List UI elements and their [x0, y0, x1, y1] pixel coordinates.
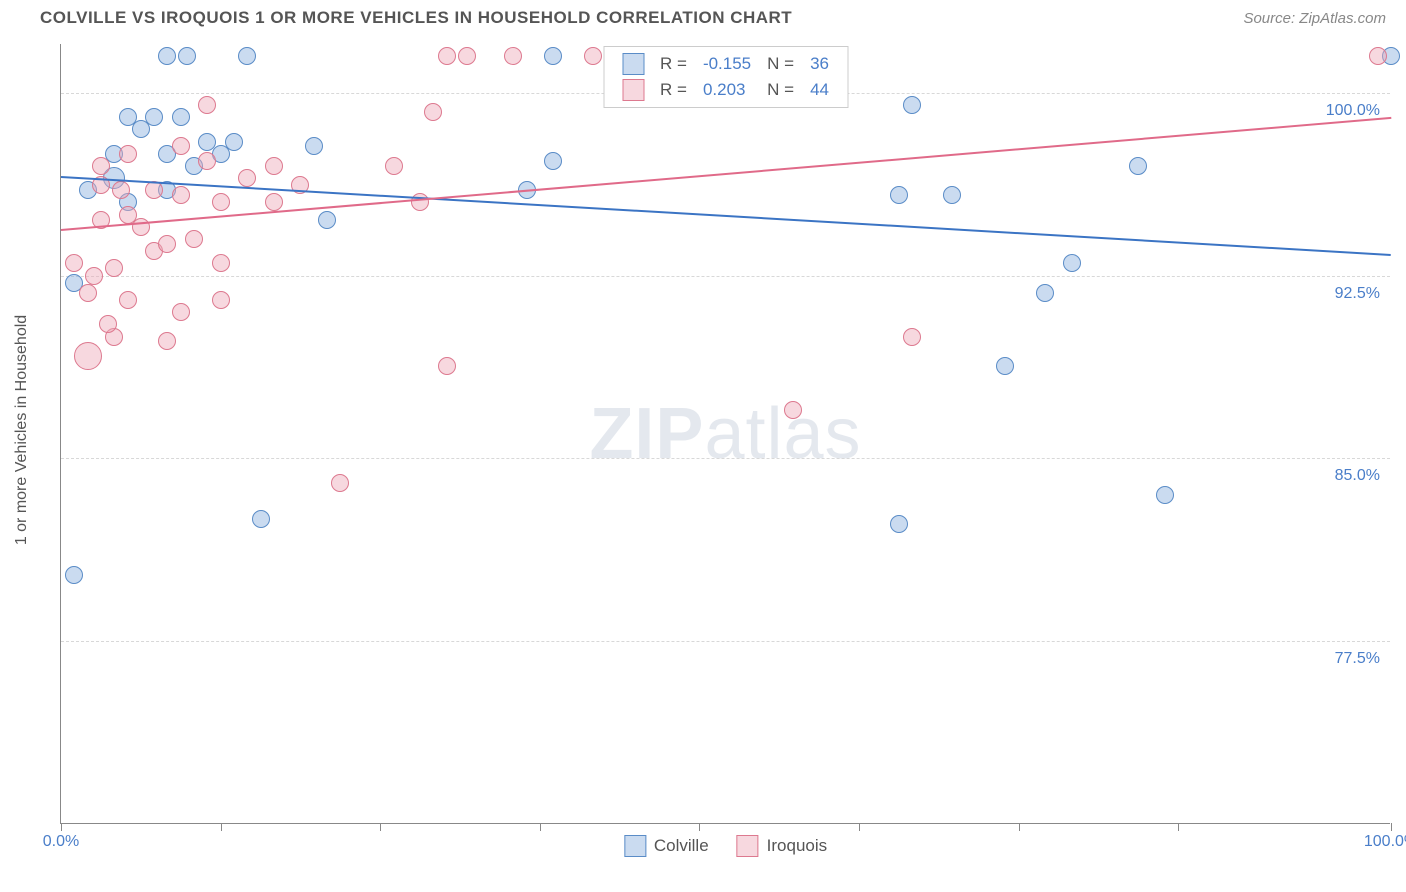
data-point [198, 96, 216, 114]
data-point [92, 157, 110, 175]
data-point [238, 47, 256, 65]
data-point [212, 254, 230, 272]
y-tick-label: 100.0% [1326, 102, 1380, 120]
data-point [172, 303, 190, 321]
data-point [132, 120, 150, 138]
data-point [112, 181, 130, 199]
data-point [265, 157, 283, 175]
x-tick-mark [699, 823, 700, 831]
data-point [145, 181, 163, 199]
gridline [61, 641, 1390, 642]
chart-title: COLVILLE VS IROQUOIS 1 OR MORE VEHICLES … [40, 8, 792, 28]
data-point [903, 328, 921, 346]
data-point [212, 291, 230, 309]
data-point [438, 357, 456, 375]
y-tick-label: 77.5% [1335, 650, 1380, 668]
scatter-chart: ZIPatlas 77.5%85.0%92.5%100.0%0.0%100.0%… [60, 44, 1390, 824]
data-point [132, 218, 150, 236]
data-point [1129, 157, 1147, 175]
y-tick-label: 92.5% [1335, 285, 1380, 303]
data-point [784, 401, 802, 419]
data-point [158, 332, 176, 350]
data-point [178, 47, 196, 65]
data-point [212, 193, 230, 211]
data-point [458, 47, 476, 65]
data-point [331, 474, 349, 492]
data-point [238, 169, 256, 187]
data-point [172, 186, 190, 204]
x-tick-mark [221, 823, 222, 831]
data-point [198, 152, 216, 170]
x-tick-label: 0.0% [43, 833, 79, 851]
trend-line [61, 176, 1391, 256]
data-point [85, 267, 103, 285]
chart-source: Source: ZipAtlas.com [1243, 10, 1386, 27]
data-point [79, 284, 97, 302]
data-point [158, 235, 176, 253]
chart-header: COLVILLE VS IROQUOIS 1 OR MORE VEHICLES … [0, 0, 1406, 36]
y-tick-label: 85.0% [1335, 467, 1380, 485]
correlation-legend: R =-0.155N =36R =0.203N =44 [603, 46, 848, 108]
data-point [158, 47, 176, 65]
data-point [252, 510, 270, 528]
data-point [996, 357, 1014, 375]
data-point [385, 157, 403, 175]
data-point [504, 47, 522, 65]
x-tick-mark [1178, 823, 1179, 831]
x-tick-mark [1391, 823, 1392, 831]
x-tick-mark [540, 823, 541, 831]
series-legend: Colville Iroquois [624, 835, 827, 857]
gridline [61, 458, 1390, 459]
data-point [943, 186, 961, 204]
data-point [185, 230, 203, 248]
data-point [544, 152, 562, 170]
x-tick-mark [380, 823, 381, 831]
data-point [890, 186, 908, 204]
data-point [890, 515, 908, 533]
data-point [99, 315, 117, 333]
data-point [305, 137, 323, 155]
data-point [1369, 47, 1387, 65]
x-tick-mark [1019, 823, 1020, 831]
legend-item: Iroquois [737, 835, 827, 857]
data-point [424, 103, 442, 121]
data-point [1156, 486, 1174, 504]
data-point [265, 193, 283, 211]
x-tick-label: 100.0% [1364, 833, 1406, 851]
x-tick-mark [61, 823, 62, 831]
x-tick-mark [859, 823, 860, 831]
data-point [544, 47, 562, 65]
watermark: ZIPatlas [589, 393, 861, 475]
data-point [65, 254, 83, 272]
data-point [119, 145, 137, 163]
data-point [318, 211, 336, 229]
data-point [172, 137, 190, 155]
data-point [119, 291, 137, 309]
data-point [903, 96, 921, 114]
y-axis-label: 1 or more Vehicles in Household [13, 315, 31, 545]
data-point [74, 342, 102, 370]
data-point [172, 108, 190, 126]
data-point [584, 47, 602, 65]
data-point [1036, 284, 1054, 302]
data-point [438, 47, 456, 65]
gridline [61, 276, 1390, 277]
data-point [1063, 254, 1081, 272]
data-point [105, 259, 123, 277]
data-point [65, 566, 83, 584]
legend-item: Colville [624, 835, 709, 857]
